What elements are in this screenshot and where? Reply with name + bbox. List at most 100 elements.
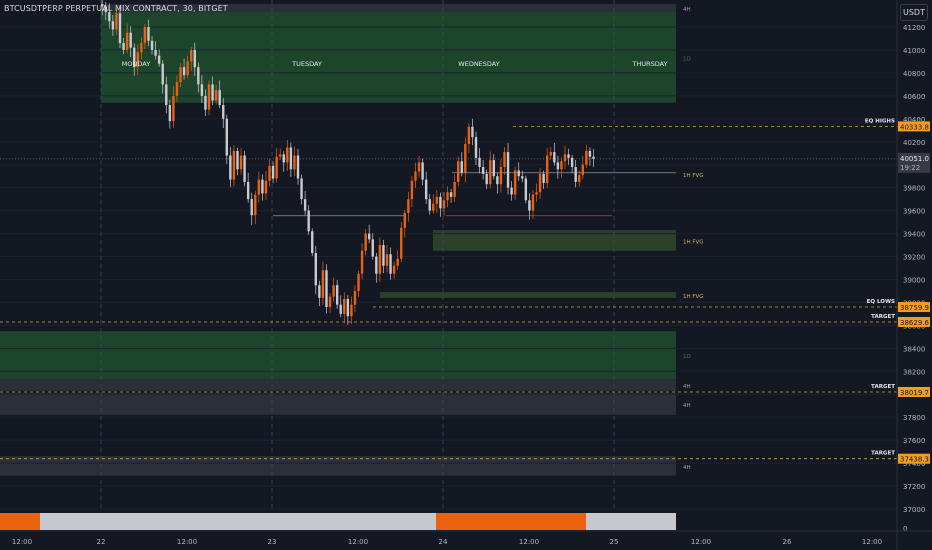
price-tag[interactable] xyxy=(898,453,930,464)
candle-body[interactable] xyxy=(513,170,517,195)
candle-body[interactable] xyxy=(464,144,467,173)
candle-body[interactable] xyxy=(321,270,325,298)
candle-body[interactable] xyxy=(343,298,346,314)
candle-body[interactable] xyxy=(222,105,225,119)
candle-body[interactable] xyxy=(474,137,478,158)
candle-body[interactable] xyxy=(496,176,499,185)
candle-body[interactable] xyxy=(179,67,182,83)
candle-body[interactable] xyxy=(581,164,584,176)
candle-body[interactable] xyxy=(517,170,520,177)
candle-body[interactable] xyxy=(225,118,228,156)
candle-body[interactable] xyxy=(563,154,567,162)
candle-body[interactable] xyxy=(172,95,175,122)
candle-body[interactable] xyxy=(567,154,570,158)
candle-body[interactable] xyxy=(243,155,246,182)
candle-body[interactable] xyxy=(143,27,147,44)
currency-button[interactable]: USDT xyxy=(900,4,928,21)
candle-body[interactable] xyxy=(524,178,528,201)
candle-body[interactable] xyxy=(289,147,293,170)
candle-body[interactable] xyxy=(204,95,207,110)
candles-layer[interactable] xyxy=(101,0,595,325)
candle-body[interactable] xyxy=(150,40,154,50)
candle-body[interactable] xyxy=(592,156,595,159)
candle-body[interactable] xyxy=(111,21,115,30)
candle-body[interactable] xyxy=(392,265,396,274)
candle-body[interactable] xyxy=(421,162,424,180)
candle-body[interactable] xyxy=(528,200,531,211)
candle-body[interactable] xyxy=(303,199,307,211)
candle-body[interactable] xyxy=(467,126,471,145)
candle-body[interactable] xyxy=(446,192,449,201)
candle-body[interactable] xyxy=(360,250,364,274)
candle-body[interactable] xyxy=(542,173,545,184)
candle-body[interactable] xyxy=(489,160,492,185)
candle-body[interactable] xyxy=(275,156,278,179)
candle-body[interactable] xyxy=(428,199,431,211)
candle-body[interactable] xyxy=(521,176,524,179)
candle-body[interactable] xyxy=(439,196,442,209)
candle-body[interactable] xyxy=(239,155,243,170)
candle-body[interactable] xyxy=(101,4,104,7)
candle-body[interactable] xyxy=(442,200,446,209)
candle-body[interactable] xyxy=(531,194,535,211)
price-tag[interactable] xyxy=(898,302,930,313)
candle-body[interactable] xyxy=(268,165,271,181)
candle-body[interactable] xyxy=(535,192,538,195)
candle-body[interactable] xyxy=(339,304,342,314)
candle-body[interactable] xyxy=(182,67,186,76)
time-axis[interactable]: 12:00 22 12:00 23 12:00 24 12:00 25 12:00 26 12:00 xyxy=(0,513,932,546)
candle-body[interactable] xyxy=(207,84,211,110)
candle-body[interactable] xyxy=(414,171,417,181)
candle-body[interactable] xyxy=(250,199,253,216)
candle-body[interactable] xyxy=(246,181,250,200)
candle-body[interactable] xyxy=(108,12,111,22)
candle-body[interactable] xyxy=(296,155,300,179)
candle-body[interactable] xyxy=(371,239,374,257)
candle-body[interactable] xyxy=(407,199,410,213)
candle-body[interactable] xyxy=(353,290,357,305)
candle-body[interactable] xyxy=(510,187,513,195)
candle-body[interactable] xyxy=(175,82,179,96)
candle-body[interactable] xyxy=(453,181,456,197)
candle-body[interactable] xyxy=(506,152,510,188)
candle-body[interactable] xyxy=(200,84,204,96)
current-price-tag[interactable] xyxy=(898,152,930,173)
candle-body[interactable] xyxy=(311,231,314,254)
candle-body[interactable] xyxy=(318,285,321,298)
candle-body[interactable] xyxy=(115,13,118,30)
candle-body[interactable] xyxy=(574,167,577,182)
candle-body[interactable] xyxy=(389,254,392,274)
candle-body[interactable] xyxy=(400,227,403,259)
candle-body[interactable] xyxy=(492,160,495,177)
candle-body[interactable] xyxy=(382,245,385,266)
candle-body[interactable] xyxy=(346,298,350,317)
candle-body[interactable] xyxy=(432,203,435,211)
candle-body[interactable] xyxy=(133,47,136,68)
candle-body[interactable] xyxy=(154,49,157,56)
candle-body[interactable] xyxy=(125,32,129,50)
candle-body[interactable] xyxy=(264,180,268,194)
candle-body[interactable] xyxy=(314,253,317,286)
candle-body[interactable] xyxy=(197,67,200,85)
candle-body[interactable] xyxy=(460,161,463,173)
candle-body[interactable] xyxy=(424,179,428,200)
candle-body[interactable] xyxy=(588,150,592,157)
candle-body[interactable] xyxy=(300,178,303,200)
candle-body[interactable] xyxy=(457,161,460,182)
candle-body[interactable] xyxy=(165,84,168,106)
candle-body[interactable] xyxy=(368,233,371,240)
candle-body[interactable] xyxy=(364,233,367,251)
candle-body[interactable] xyxy=(147,27,150,41)
candle-body[interactable] xyxy=(282,154,285,163)
candle-body[interactable] xyxy=(570,157,574,168)
candle-body[interactable] xyxy=(357,273,360,291)
candle-body[interactable] xyxy=(236,150,239,170)
candle-body[interactable] xyxy=(325,270,328,308)
candle-body[interactable] xyxy=(271,165,275,179)
candle-body[interactable] xyxy=(546,155,549,184)
price-axis[interactable]: 4120041000408004060040400402004000039800… xyxy=(896,0,930,550)
candle-body[interactable] xyxy=(449,192,453,197)
candle-body[interactable] xyxy=(286,147,289,163)
candle-body[interactable] xyxy=(335,285,339,305)
candle-body[interactable] xyxy=(350,304,353,317)
